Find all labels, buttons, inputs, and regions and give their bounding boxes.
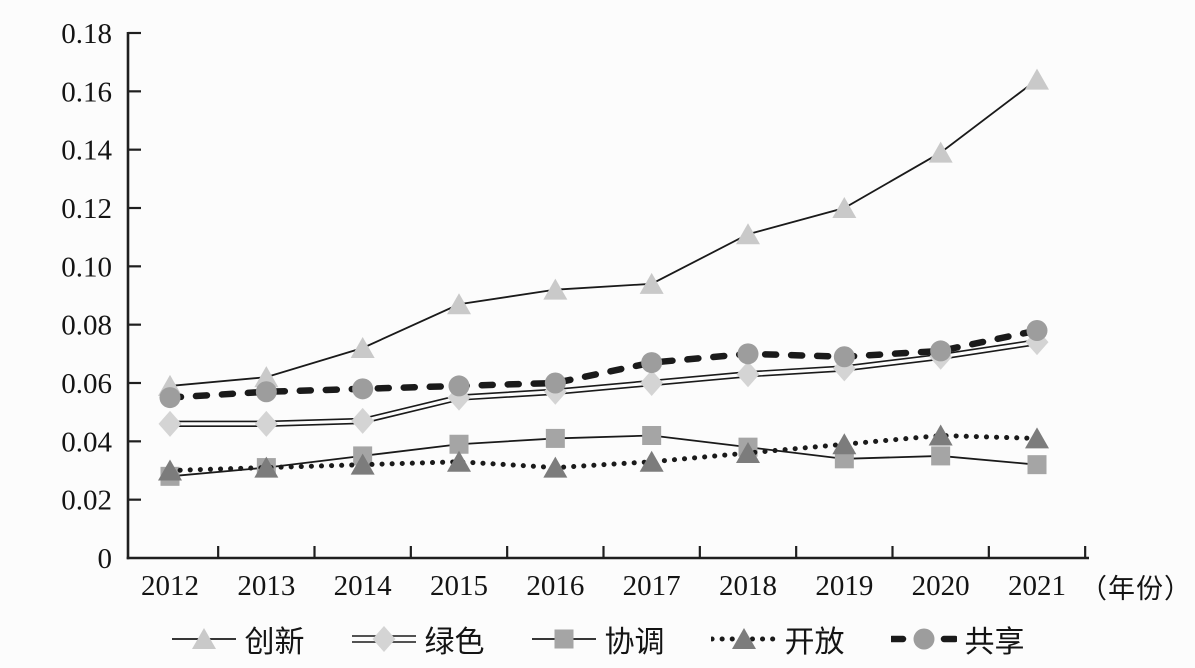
triangle-marker: [447, 293, 471, 315]
triangle-marker: [543, 456, 568, 478]
legend-label-innovation: 创新: [244, 626, 305, 659]
square-marker: [545, 428, 565, 448]
circle-marker: [641, 352, 663, 374]
legend-item-coordination: 协调: [531, 617, 665, 661]
legend-swatch-green-diamond-icon: [351, 626, 416, 652]
triangle-marker: [639, 272, 664, 294]
x-tick-label: 2015: [430, 570, 488, 602]
axes: [126, 31, 1089, 560]
triangle-marker: [350, 337, 375, 358]
x-tick-label: 2020: [912, 570, 970, 602]
triangle-marker: [832, 197, 857, 218]
circle-marker: [737, 343, 759, 365]
legend-item-innovation: 创新: [171, 617, 305, 661]
series-coordination: [160, 426, 1047, 486]
triangle-marker: [736, 442, 760, 463]
series-sharing: [159, 320, 1048, 409]
legend-swatch-openness-triangle-icon: [710, 628, 777, 649]
legend-swatch-coordination-square-icon: [531, 629, 596, 649]
series-green: [158, 329, 1049, 437]
triangle-marker: [832, 433, 857, 455]
circle-marker: [544, 372, 566, 394]
circle-marker: [913, 628, 934, 650]
diamond-marker: [372, 626, 395, 652]
legend-item-sharing: 共享: [890, 617, 1025, 661]
series-green-line: [170, 343, 1038, 428]
diamond-marker: [254, 410, 278, 437]
y-tick-label: 0.06: [61, 368, 112, 400]
square-marker: [1027, 455, 1047, 475]
y-tick-label: 0: [98, 543, 113, 575]
legend-label-sharing: 共享: [964, 626, 1025, 659]
triangle-marker: [543, 278, 568, 300]
triangle-marker: [254, 366, 279, 388]
x-axis-unit-label: （年份）: [1080, 574, 1192, 604]
chart-legend: 创新 绿色 协调 开放 共享: [0, 614, 1195, 664]
square-marker: [642, 426, 662, 445]
square-marker: [931, 446, 951, 466]
x-tick-label: 2014: [334, 570, 393, 602]
legend-label-coordination: 协调: [604, 626, 665, 659]
circle-marker: [448, 375, 470, 397]
triangle-marker: [158, 459, 182, 481]
x-tick-label: 2013: [237, 570, 295, 602]
legend-swatch-sharing-circle-icon: [890, 628, 957, 650]
series-innovation: [158, 68, 1049, 396]
x-tick-label: 2017: [623, 570, 681, 602]
triangle-marker: [928, 141, 953, 163]
triangle-marker: [731, 628, 756, 649]
legend-swatch-innovation-triangle-icon: [171, 628, 236, 649]
triangle-marker: [350, 453, 375, 475]
triangle-marker: [191, 628, 216, 649]
y-tick-label: 0.08: [61, 310, 112, 342]
legend-item-green: 绿色: [351, 617, 485, 661]
circle-marker: [255, 381, 277, 403]
y-tick-label: 0.18: [61, 18, 112, 50]
triangle-marker: [447, 450, 471, 472]
series-openness-line: [167, 432, 1040, 473]
triangle-marker: [928, 424, 953, 446]
circle-marker: [1026, 320, 1048, 341]
series-coordination-line: [169, 434, 1038, 478]
square-marker: [554, 629, 573, 649]
legend-item-openness: 开放: [710, 617, 845, 661]
circle-marker: [833, 346, 855, 368]
square-marker: [449, 434, 469, 454]
triangle-marker: [254, 456, 279, 478]
circle-marker: [930, 340, 952, 362]
series-green-line: [170, 338, 1038, 423]
legend-label-green: 绿色: [424, 626, 485, 659]
y-tick-label: 0.04: [61, 426, 112, 458]
circle-marker: [352, 378, 374, 400]
x-tick-label: 2018: [719, 570, 777, 602]
y-tick-label: 0.02: [61, 485, 112, 517]
series-openness: [158, 424, 1049, 481]
diamond-marker: [158, 410, 182, 437]
x-tick-label: 2021: [1008, 570, 1066, 602]
triangle-marker: [639, 450, 664, 472]
diamond-marker: [736, 361, 760, 388]
y-tick-label: 0.14: [61, 135, 112, 167]
series-sharing-line: [166, 327, 1041, 401]
y-tick-label: 0.10: [61, 251, 112, 283]
series-innovation-line: [169, 78, 1038, 387]
triangle-marker: [1025, 427, 1049, 449]
x-tick-label: 2019: [815, 570, 873, 602]
y-tick-label: 0.16: [61, 76, 112, 108]
y-tick-label: 0.12: [61, 193, 112, 225]
diamond-marker: [640, 370, 664, 396]
legend-label-openness: 开放: [784, 626, 845, 659]
x-tick-label: 2016: [526, 570, 584, 602]
triangle-marker: [1025, 68, 1049, 90]
chart-plot-area: 0.18 0.16 0.14 0.12 0.10 0.08 0.06 0.04 0.02 0 201…: [61, 18, 1089, 602]
diamond-marker: [351, 407, 375, 434]
circle-marker: [159, 387, 181, 409]
x-tick-label: 2012: [141, 570, 199, 602]
triangle-marker: [736, 223, 760, 245]
